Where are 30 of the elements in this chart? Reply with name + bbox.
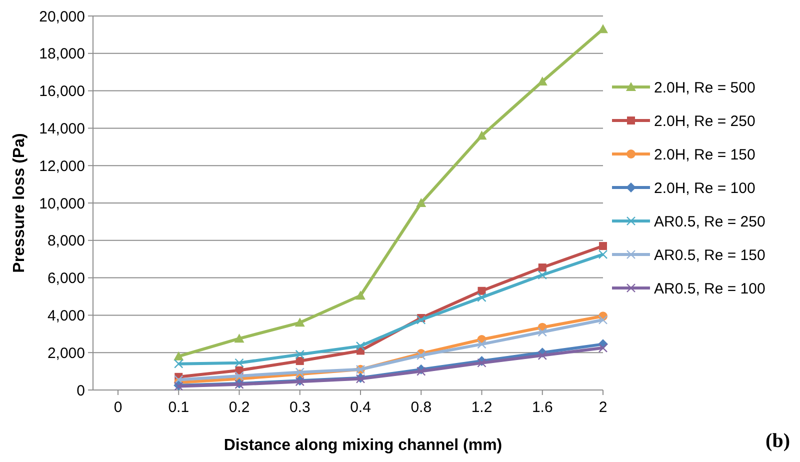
- legend-label: 2.0H, Re = 100: [654, 180, 756, 197]
- x-axis-title: Distance along mixing channel (mm): [224, 437, 502, 454]
- legend-label: 2.0H, Re = 250: [654, 112, 756, 130]
- text: (b): [766, 430, 790, 452]
- legend-label: AR0.5, Re = 100: [654, 280, 766, 298]
- y-tick-label: 14,000: [39, 120, 85, 138]
- y-tick-label: 6,000: [47, 270, 85, 288]
- y-tick-label: 10,000: [39, 195, 85, 212]
- y-tick-label: 4,000: [47, 307, 85, 324]
- y-tick-label: 12,000: [39, 158, 85, 175]
- y-tick-label: 0: [76, 382, 85, 400]
- x-tick-label: 1.2: [471, 399, 492, 416]
- y-tick-label: 18,000: [39, 46, 85, 63]
- y-tick-label: 20,000: [39, 8, 85, 26]
- y-tick-label: 16,000: [39, 83, 85, 100]
- x-tick-label: 1.6: [532, 399, 553, 416]
- legend-label: 2.0H, Re = 500: [654, 79, 756, 96]
- x-tick-label: 0.4: [350, 399, 371, 416]
- legend-label: AR0.5, Re = 150: [654, 246, 766, 264]
- y-axis-title: Pressure loss (Pa): [11, 133, 28, 273]
- y-tick-label: 8,000: [47, 232, 85, 250]
- x-tick-label: 0: [114, 399, 122, 416]
- y-tick-label: 2,000: [47, 344, 85, 362]
- legend-label: 2.0H, Re = 150: [654, 146, 756, 164]
- x-tick-label: 0.1: [168, 399, 190, 416]
- x-tick-label: 0.8: [410, 399, 432, 416]
- x-tick-label: 2: [598, 399, 608, 416]
- x-tick-label: 0.3: [289, 399, 310, 416]
- x-tick-label: 0.2: [228, 399, 250, 416]
- legend-label: AR0.5, Re = 250: [654, 213, 766, 230]
